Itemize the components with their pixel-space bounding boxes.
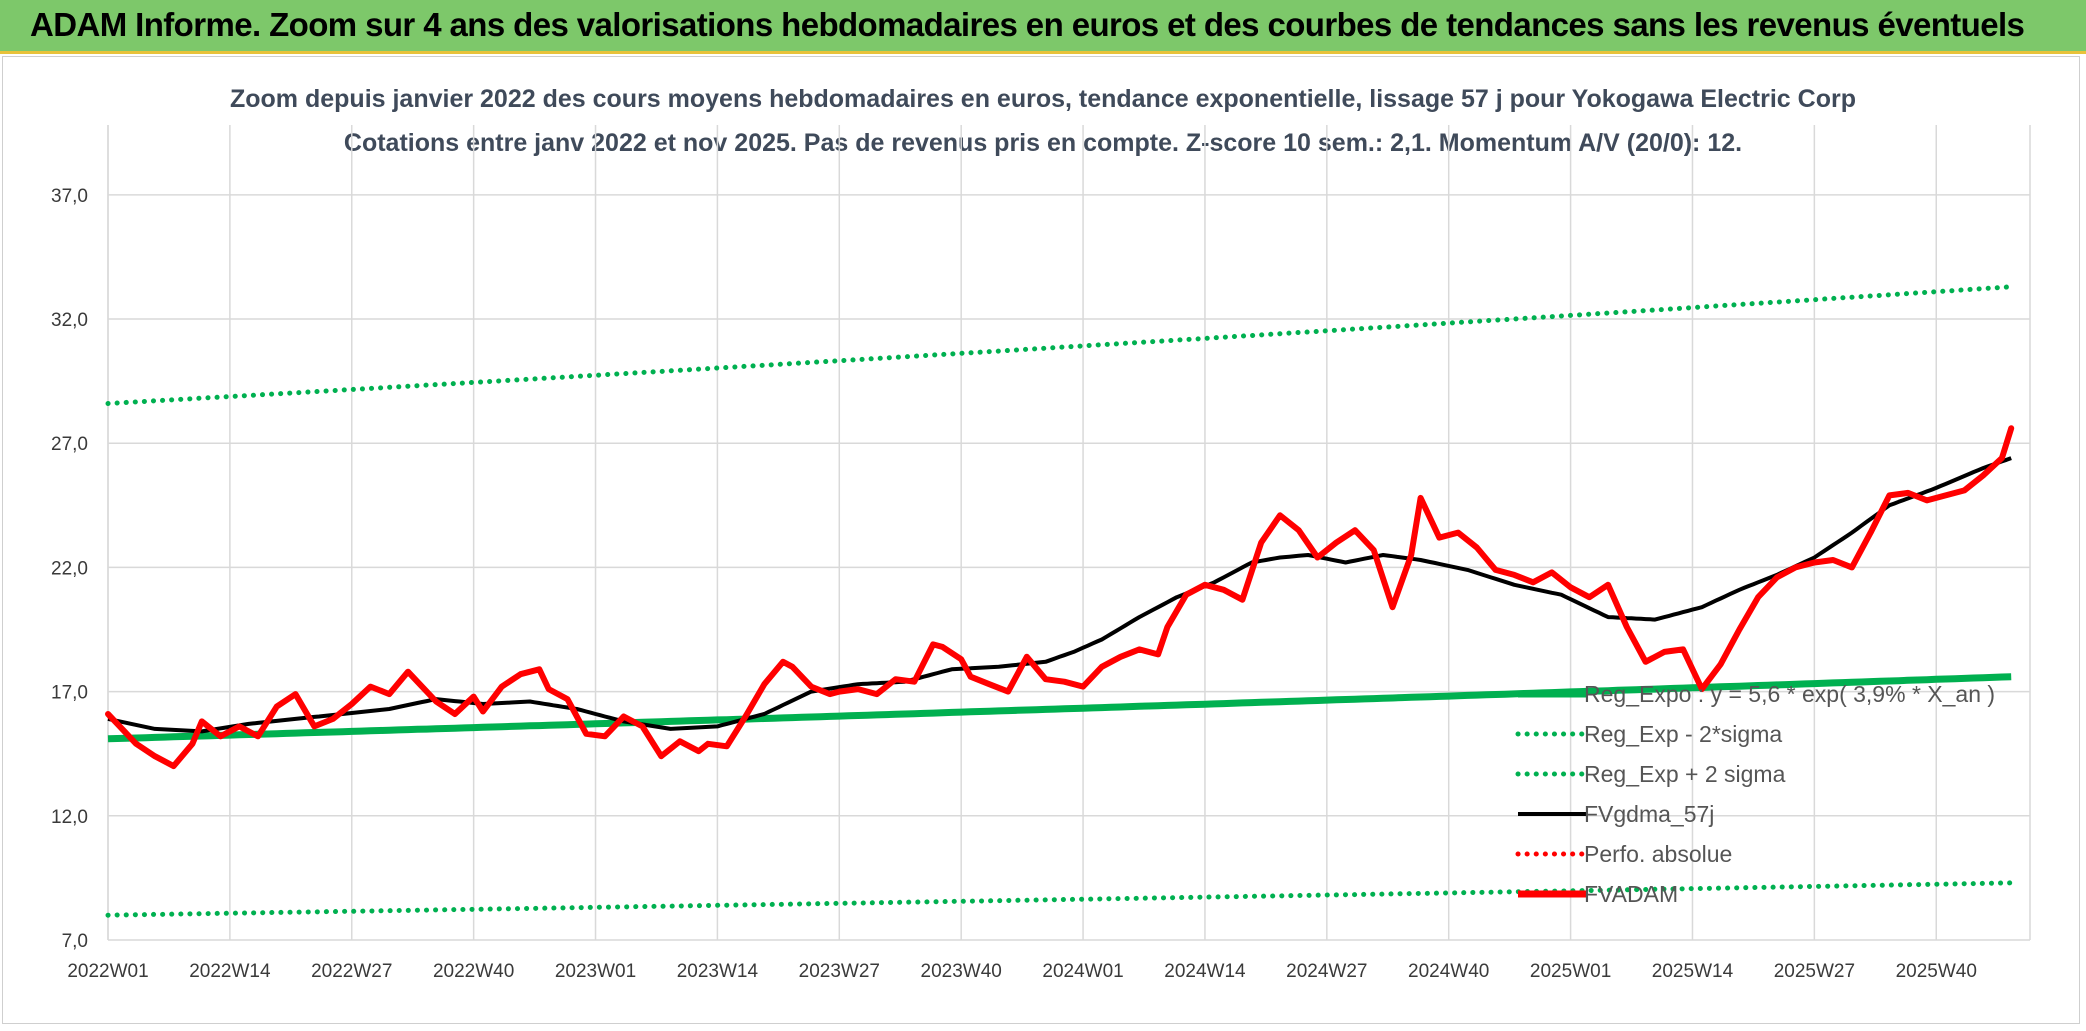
grid xyxy=(107,125,2031,941)
fvadam-line xyxy=(105,425,2015,770)
x-tick-label: 2023W14 xyxy=(677,961,759,982)
fvgdma-line xyxy=(107,456,2012,734)
legend: Reg_Expo : y = 5,6 * exp( 3,9% * X_an ) R… xyxy=(1515,681,1995,907)
x-tick-label: 2025W01 xyxy=(1530,961,1611,982)
legend-label-perfo: Perfo. absolue xyxy=(1584,841,1732,867)
y-tick-label: 27,0 xyxy=(51,434,88,455)
x-tick-label: 2023W01 xyxy=(555,961,636,982)
x-tick-label: 2023W27 xyxy=(799,961,880,982)
x-tick-label: 2022W14 xyxy=(189,961,271,982)
y-tick-label: 37,0 xyxy=(51,186,88,207)
y-tick-label: 12,0 xyxy=(51,807,88,828)
x-tick-label: 2025W27 xyxy=(1774,961,1855,982)
legend-label-reg: Reg_Expo : y = 5,6 * exp( 3,9% * X_an ) xyxy=(1584,681,1995,707)
y-tick-label: 17,0 xyxy=(51,683,88,704)
x-tick-label: 2022W27 xyxy=(311,961,392,982)
x-tick-label: 2022W40 xyxy=(433,961,514,982)
y-tick-label: 22,0 xyxy=(51,558,88,579)
x-tick-label: 2022W01 xyxy=(67,961,148,982)
x-tick-label: 2024W27 xyxy=(1286,961,1367,982)
x-tick-label: 2024W40 xyxy=(1408,961,1489,982)
chart-subtitle: Cotations entre janv 2022 et nov 2025. P… xyxy=(344,129,1742,157)
y-tick-label: 7,0 xyxy=(62,931,88,952)
x-tick-label: 2024W14 xyxy=(1164,961,1246,982)
reg-minus-2sigma-line xyxy=(105,880,2014,918)
chart-title: Zoom depuis janvier 2022 des cours moyen… xyxy=(230,85,1856,113)
chart-frame xyxy=(2,56,2080,1024)
legend-label-adam: FVADAM xyxy=(1584,881,1678,907)
report-title: ADAM Informe. Zoom sur 4 ans des valoris… xyxy=(30,6,2025,43)
y-tick-label: 32,0 xyxy=(51,310,88,331)
series-layer xyxy=(105,284,2015,918)
x-tick-label: 2025W40 xyxy=(1896,961,1977,982)
reg-expo-line xyxy=(107,673,2012,743)
reg-plus-2sigma-line xyxy=(105,284,2014,406)
legend-label-gdma: FVgdma_57j xyxy=(1584,801,1714,827)
x-tick-label: 2025W14 xyxy=(1652,961,1734,982)
report-banner: ADAM Informe. Zoom sur 4 ans des valoris… xyxy=(0,0,2086,54)
legend-label-minus: Reg_Exp - 2*sigma xyxy=(1584,721,1782,747)
x-tick-label: 2023W40 xyxy=(921,961,1002,982)
x-tick-label: 2024W01 xyxy=(1042,961,1123,982)
legend-label-plus: Reg_Exp + 2 sigma xyxy=(1584,761,1786,787)
axis-labels: 7,0 12,0 17,0 22,0 27,0 32,0 37,0 2022W01 2022W1… xyxy=(51,186,1977,982)
